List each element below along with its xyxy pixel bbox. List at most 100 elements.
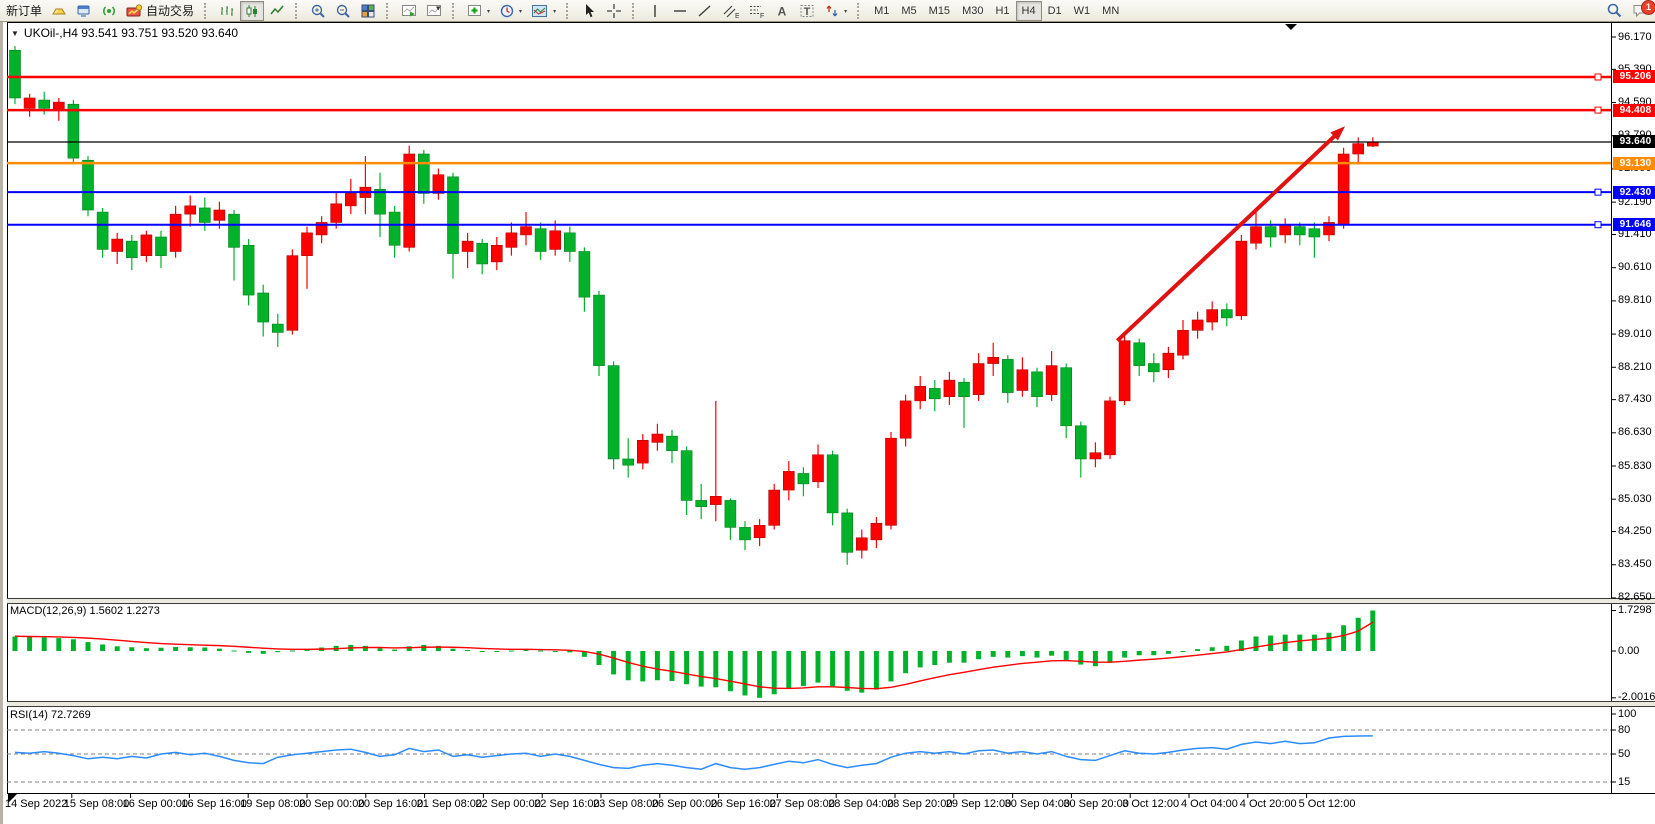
- rsi-tick-50: 50: [1618, 747, 1631, 760]
- add-indicator-icon: [467, 3, 483, 19]
- price-badge-95.206: 95.206: [1613, 70, 1655, 84]
- time-tick-19: 3 Oct 12:00: [1122, 798, 1180, 810]
- rsi-tick-15: 15: [1618, 775, 1631, 788]
- tile-windows-icon: [360, 3, 376, 19]
- notifications-button[interactable]: 1: [1628, 0, 1655, 21]
- text-icon: A: [774, 3, 790, 19]
- terminal-button[interactable]: [72, 1, 96, 21]
- add-indicator-button[interactable]: ▾: [463, 1, 494, 21]
- time-tick-4: 19 Sep 08:00: [240, 798, 306, 810]
- candlestick-chart-icon: [244, 3, 260, 19]
- svg-text:F: F: [760, 13, 764, 19]
- equidistant-channel-button[interactable]: E: [718, 1, 743, 21]
- text-tool-button[interactable]: A: [770, 1, 794, 21]
- chart-window: ▼ UKOil-,H4 93.541 93.751 93.520 93.640 …: [0, 22, 1655, 824]
- fibonacci-icon: F: [748, 3, 765, 19]
- auto-trading-button[interactable]: 自动交易: [122, 1, 198, 21]
- time-tick-13: 27 Sep 08:00: [769, 798, 835, 810]
- notification-badge: 1: [1641, 0, 1655, 15]
- bar-chart-button[interactable]: [215, 1, 239, 21]
- auto-scroll-button[interactable]: [397, 1, 421, 21]
- signals-button[interactable]: [97, 1, 121, 21]
- timeframe-m30-button[interactable]: M30: [962, 4, 984, 17]
- panel-splitter[interactable]: [7, 702, 1655, 706]
- timeframe-m15-button[interactable]: M15: [928, 4, 951, 17]
- timeframe-m5-button[interactable]: M5: [901, 4, 917, 17]
- panel-splitter[interactable]: [7, 599, 1655, 603]
- candlestick-chart-button[interactable]: [240, 0, 265, 21]
- level-handle-94.408[interactable]: [1594, 106, 1602, 114]
- timeframe-toolbar: M1 M5 M15 M30 H1 H4 D1 W1 MN: [868, 0, 1125, 21]
- horizontal-line-button[interactable]: [668, 1, 692, 21]
- level-handle-92.430[interactable]: [1594, 188, 1602, 196]
- time-tick-8: 22 Sep 00:00: [475, 798, 541, 810]
- chart-canvas[interactable]: [3, 22, 1655, 824]
- text-label-button[interactable]: T: [795, 1, 819, 21]
- macd-tick--2.0016: -2.0016: [1618, 691, 1655, 704]
- timeframe-d1-button[interactable]: D1: [1047, 4, 1062, 17]
- time-tick-18: 30 Sep 20:00: [1063, 798, 1129, 810]
- cursor-button[interactable]: [577, 1, 601, 21]
- timeframe-mn-button[interactable]: MN: [1102, 4, 1120, 17]
- trendline-icon: [697, 3, 713, 19]
- toolbar-separator: [204, 2, 210, 19]
- rsi-tick-100: 100: [1618, 707, 1637, 720]
- timeframe-h1-button[interactable]: H1: [995, 4, 1010, 17]
- chart-shift-marker[interactable]: [1285, 24, 1297, 30]
- zoom-in-icon: [310, 3, 326, 19]
- time-tick-2: 16 Sep 00:00: [122, 798, 189, 810]
- search-button[interactable]: [1602, 1, 1627, 21]
- toolbar-separator: [295, 2, 301, 19]
- price-badge-91.646: 91.646: [1613, 218, 1655, 232]
- timeframe-w1-button[interactable]: W1: [1073, 4, 1091, 17]
- level-handle-91.646[interactable]: [1594, 221, 1602, 229]
- time-tick-9: 22 Sep 16:00: [534, 798, 600, 810]
- price-badge-93.640: 93.640: [1613, 135, 1655, 149]
- level-handle-95.206[interactable]: [1594, 73, 1602, 81]
- vertical-line-button[interactable]: [643, 1, 667, 21]
- macd-tick-1.7298: 1.7298: [1618, 604, 1652, 617]
- chevron-down-icon: ▾: [487, 9, 491, 15]
- trendline-button[interactable]: [693, 1, 717, 21]
- chart-title-text: UKOil-,H4 93.541 93.751 93.520 93.640: [23, 26, 239, 40]
- chart-shift-button[interactable]: [422, 1, 446, 21]
- time-tick-17: 30 Sep 04:00: [1004, 798, 1071, 810]
- auto-trading-icon: [126, 3, 143, 19]
- rsi-line: [14, 735, 1373, 770]
- crosshair-icon: [606, 3, 622, 19]
- zoom-out-button[interactable]: [331, 1, 355, 21]
- price-badge-93.130: 93.130: [1613, 156, 1655, 170]
- time-tick-15: 28 Sep 20:00: [887, 798, 953, 810]
- arrows-tool-button[interactable]: ▾: [820, 1, 851, 21]
- price-tick-90.610: 90.610: [1618, 261, 1652, 274]
- channel-icon: E: [722, 3, 739, 19]
- auto-scroll-icon: [401, 3, 417, 19]
- chart-shift-icon: [426, 3, 442, 19]
- market-watch-button[interactable]: [47, 1, 71, 21]
- templates-button[interactable]: ▾: [527, 1, 560, 21]
- trend-arrow-line[interactable]: [1115, 130, 1341, 343]
- timeframe-m1-button[interactable]: M1: [874, 4, 890, 17]
- svg-text:E: E: [735, 13, 739, 19]
- crosshair-button[interactable]: [602, 1, 626, 21]
- price-tick-83.450: 83.450: [1618, 558, 1652, 571]
- templates-icon: [531, 3, 549, 19]
- trend-arrow-head[interactable]: [1330, 126, 1346, 141]
- periods-button[interactable]: ▾: [495, 1, 526, 21]
- line-chart-button[interactable]: [265, 1, 289, 21]
- clock-icon: [499, 3, 515, 19]
- timeframe-h4-button[interactable]: H4: [1015, 0, 1042, 21]
- horizontal-line-icon: [672, 3, 688, 19]
- price-badge-92.430: 92.430: [1613, 185, 1655, 199]
- tile-windows-button[interactable]: [356, 1, 380, 21]
- fibonacci-button[interactable]: F: [744, 1, 769, 21]
- price-tick-84.250: 84.250: [1618, 525, 1652, 538]
- time-tick-5: 20 Sep 00:00: [299, 798, 365, 810]
- time-tick-22: 5 Oct 12:00: [1298, 798, 1356, 810]
- macd-signal-line: [14, 621, 1374, 690]
- new-order-button[interactable]: 新订单: [2, 1, 46, 21]
- price-tick-86.630: 86.630: [1618, 426, 1652, 439]
- auto-trading-label: 自动交易: [146, 4, 195, 18]
- zoom-in-button[interactable]: [306, 1, 330, 21]
- symbol-dropdown-icon[interactable]: ▼: [11, 28, 19, 38]
